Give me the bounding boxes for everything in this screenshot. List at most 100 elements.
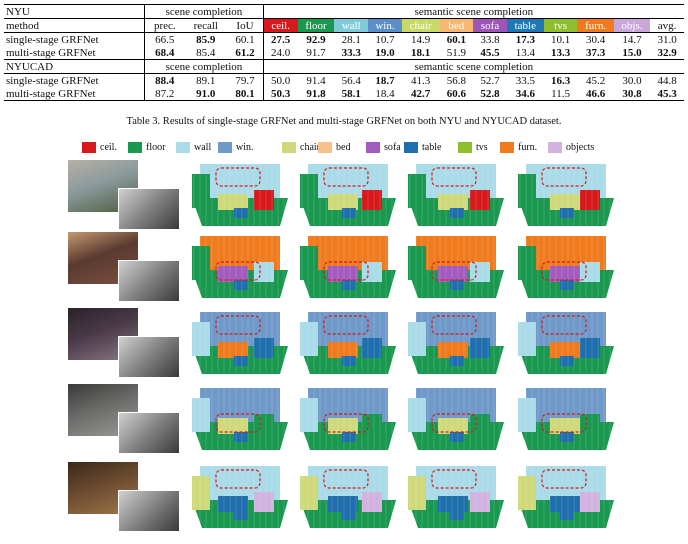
legend-swatch — [318, 141, 332, 153]
table-row: multi-stage GRFNet 87.2 91.0 80.1 50.3 91.8 58… — [4, 87, 684, 101]
table-row: multi-stage GRFNet 68.4 85.4 61.2 24.0 91.7 33… — [4, 46, 684, 60]
value-cell: 56.4 — [334, 73, 369, 87]
value-cell: 41.3 — [401, 73, 440, 87]
value-cell: 45.5 — [480, 46, 500, 59]
value-cell: 51.9 — [446, 46, 466, 59]
legend-item-floor: floor — [128, 140, 165, 154]
depth-image — [118, 412, 180, 454]
legend-swatch — [282, 141, 296, 153]
value-cell: 45.3 — [650, 87, 684, 101]
value-cell: 14.7 — [613, 32, 651, 46]
value-cell: 27.5 — [262, 32, 298, 46]
value-cell: 80.1 — [227, 87, 264, 101]
voxel-render — [192, 388, 288, 450]
value-cell: 16.3 — [543, 73, 578, 87]
method-cell: multi-stage GRFNet — [4, 87, 145, 101]
value-cell: 18.7 — [368, 73, 402, 87]
class-header-tvs: tvs — [543, 18, 578, 33]
results-table: NYU scene completion semantic scene comp… — [4, 4, 684, 101]
class-header-bed: bed — [439, 18, 474, 33]
value-cell: 68.4 — [144, 46, 185, 60]
ground-truth-render — [518, 164, 614, 226]
depth-image — [118, 336, 180, 378]
value-cell: 60.1 — [439, 32, 474, 46]
legend-item-sofa: sofa — [366, 140, 401, 154]
ground-truth-render — [518, 388, 614, 450]
value-cell: 42.7 — [401, 87, 440, 101]
depth-image — [118, 490, 180, 532]
value-cell: 92.9 — [297, 32, 335, 46]
legend-item-win: win. — [218, 140, 254, 154]
input-image-pair — [68, 308, 180, 378]
value-cell: 46.6 — [577, 87, 614, 101]
value-cell: 91.8 — [297, 87, 335, 101]
value-cell: 58.1 — [334, 87, 369, 101]
table-row: single-stage GRFNet 66.5 85.9 60.1 27.5 92.9 2… — [4, 32, 684, 46]
voxel-render — [408, 164, 504, 226]
value-cell: 50.0 — [262, 73, 298, 87]
value-cell: 11.5 — [543, 87, 578, 101]
value-cell: 24.0 — [262, 46, 298, 60]
value-cell: 52.8 — [473, 87, 507, 101]
value-cell: 50.3 — [262, 87, 298, 101]
ground-truth-render — [518, 312, 614, 374]
value-cell: 60.6 — [439, 87, 474, 101]
legend-swatch — [458, 141, 472, 153]
value-cell: 30.4 — [577, 32, 614, 46]
value-cell: 10.1 — [543, 32, 578, 46]
value-cell: 52.7 — [473, 73, 507, 87]
voxel-render — [300, 312, 396, 374]
depth-image — [118, 188, 180, 230]
depth-image — [118, 260, 180, 302]
legend-swatch — [366, 141, 380, 153]
figure-row — [0, 384, 688, 454]
figure-row — [0, 462, 688, 532]
class-header-objs: objs. — [613, 18, 651, 33]
recall-header: recall — [193, 19, 218, 32]
voxel-render — [300, 388, 396, 450]
figure-row — [0, 160, 688, 230]
class-header-ceil: ceil. — [262, 18, 298, 33]
input-image-pair — [68, 160, 180, 230]
value-cell: 45.2 — [577, 73, 614, 87]
voxel-render — [408, 466, 504, 528]
legend-swatch — [218, 141, 232, 153]
legend-swatch — [82, 141, 96, 153]
legend-swatch — [548, 141, 562, 153]
legend-swatch — [128, 141, 142, 153]
voxel-render — [192, 164, 288, 226]
nyu-header-row: NYU scene completion semantic scene comp… — [4, 4, 684, 19]
legend-item-chair: chair — [282, 140, 320, 154]
value-cell: 85.4 — [196, 46, 216, 59]
figure-row — [0, 232, 688, 302]
value-cell: 37.3 — [585, 46, 606, 59]
scene-completion-header: scene completion — [144, 4, 264, 19]
value-cell: 18.1 — [411, 46, 431, 59]
value-cell: 60.1 — [227, 32, 264, 46]
value-cell: 19.0 — [375, 46, 395, 59]
value-cell: 31.0 — [650, 32, 684, 46]
class-header-wall: wall — [334, 18, 369, 33]
legend-item-ceil: ceil. — [82, 140, 117, 154]
legend-item-bed: bed — [318, 140, 350, 154]
scene-completion-header-nyucad: scene completion — [144, 59, 264, 74]
value-cell: 66.5 — [144, 32, 185, 46]
legend-swatch — [404, 141, 418, 153]
voxel-render — [408, 388, 504, 450]
legend-item-objects: objects — [548, 140, 594, 154]
value-cell: 15.0 — [622, 46, 642, 59]
iou-header: IoU — [236, 19, 254, 32]
value-cell: 30.8 — [613, 87, 651, 101]
voxel-render — [408, 236, 504, 298]
value-cell: 34.6 — [506, 87, 544, 101]
value-cell: 91.7 — [306, 46, 326, 59]
value-cell: 33.5 — [506, 73, 544, 87]
voxel-render — [192, 312, 288, 374]
column-header-row: method prec. recall IoU ceil. floor wall… — [4, 18, 684, 33]
ground-truth-render — [518, 236, 614, 298]
value-cell: 91.0 — [184, 87, 228, 101]
value-cell: 88.4 — [144, 73, 185, 87]
value-cell: 17.3 — [506, 32, 544, 46]
prec-header: prec. — [144, 18, 185, 33]
figure-row — [0, 308, 688, 378]
